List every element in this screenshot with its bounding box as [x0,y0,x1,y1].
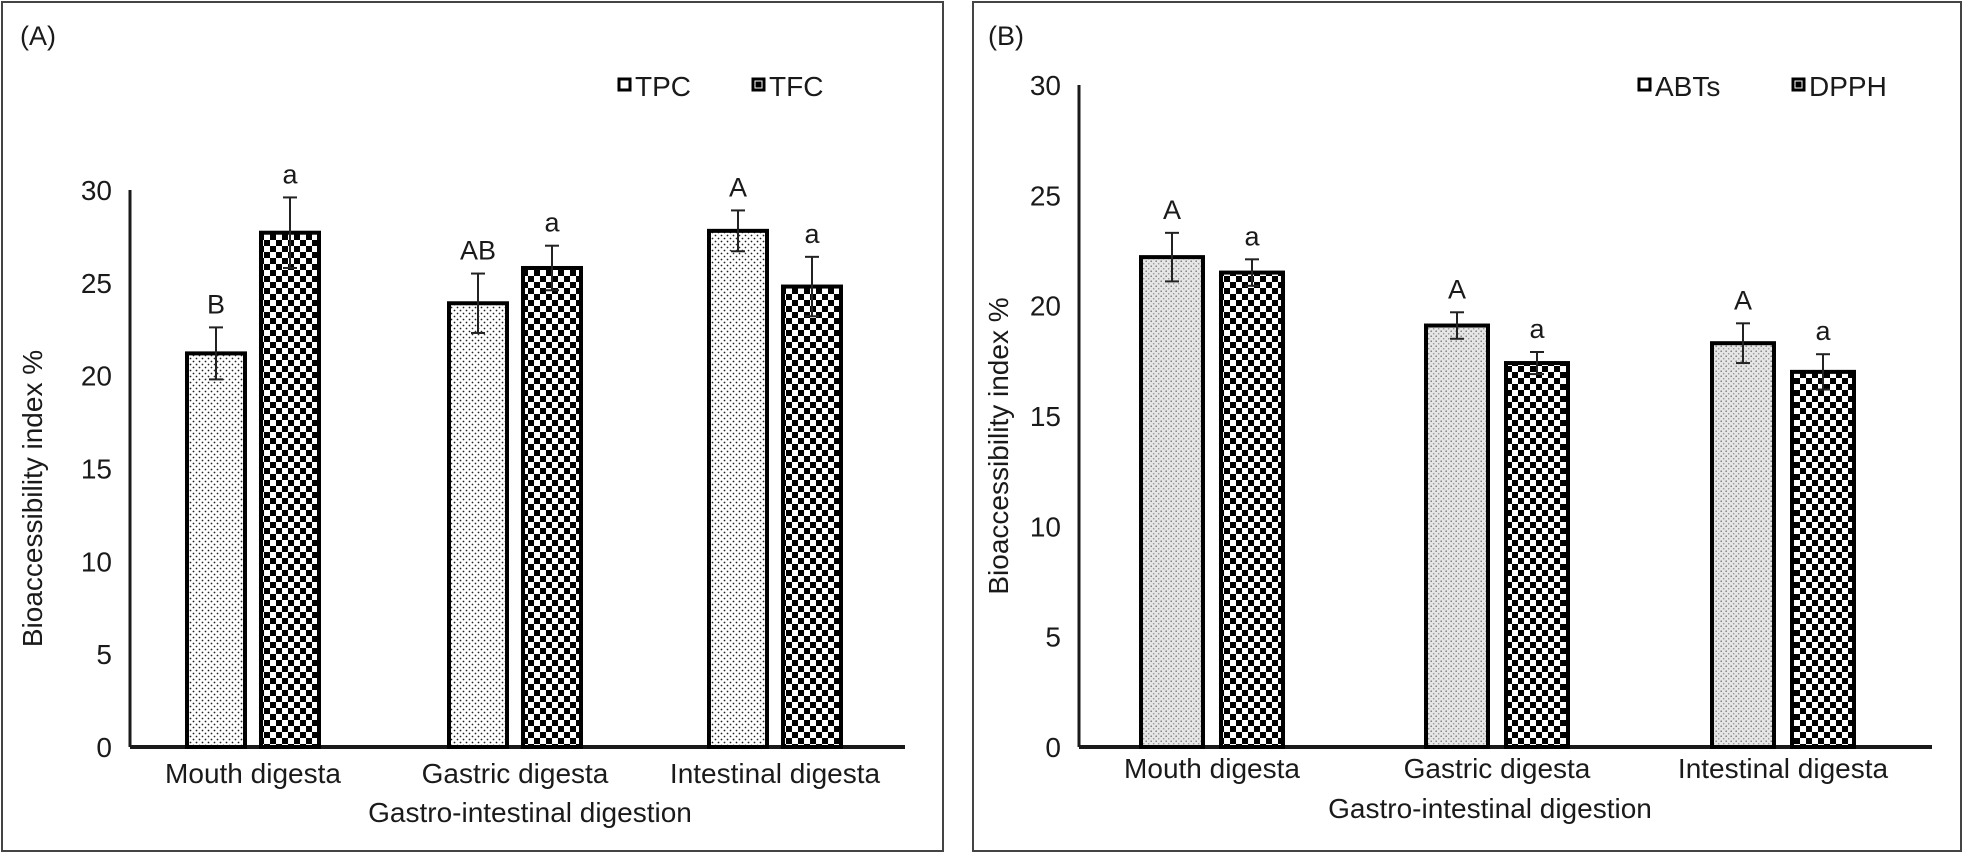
significance-letter: a [1244,221,1260,251]
chart-panel-b: (B) 0 5 10 15 20 25 30 Bioaccessibility index % M… [972,1,1962,852]
bar-dpph [1219,270,1285,749]
legend-swatch-inner [1640,80,1649,89]
y-tick-label: 5 [96,639,112,670]
y-tick-label: 30 [81,175,112,206]
panel-label: (B) [988,21,1024,51]
x-category-label: Mouth digesta [1124,753,1300,784]
significance-letter: A [729,172,747,202]
chart-panel-a: (A) 0 5 10 15 20 25 30 Bioaccessibility index % M… [1,1,944,852]
legend-swatch-inner [1794,80,1803,89]
x-category-label: Gastric digesta [1404,753,1591,784]
significance-letter: A [1163,195,1181,225]
significance-letter: a [282,159,298,189]
y-tick-label: 5 [1045,622,1061,653]
bar-abts [1139,255,1205,749]
legend-label: ABTs [1655,71,1720,102]
y-tick-label: 25 [1030,180,1061,211]
y-tick-label: 25 [81,268,112,299]
bar-dpph [1790,369,1856,749]
legend-label: DPPH [1809,71,1887,102]
y-tick-label: 15 [1030,401,1061,432]
x-axis-label: Gastro-intestinal digestion [1328,793,1652,824]
legend-swatch-inner [754,80,763,89]
bar-tpc [185,351,247,749]
x-axis-label: Gastro-intestinal digestion [368,797,692,828]
bar-tfc [259,230,321,750]
y-tick-label: 20 [81,361,112,392]
y-axis-label: Bioaccessibility index % [17,350,48,647]
x-category-label: Intestinal digesta [1678,753,1889,784]
bar-tpc [447,301,509,749]
x-category-label: Mouth digesta [165,758,341,789]
y-tick-label: 0 [96,732,112,763]
x-category-label: Gastric digesta [422,758,609,789]
significance-letter: A [1448,274,1466,304]
y-tick-label: 15 [81,454,112,485]
panel-frame [972,1,1962,852]
significance-letter: AB [460,236,496,266]
significance-letter: a [544,208,560,238]
y-tick-label: 10 [81,546,112,577]
bar-tfc [781,284,843,749]
y-axis-label: Bioaccessibility index % [983,297,1014,594]
bar-abts [1424,323,1490,749]
legend-label: TPC [635,71,691,102]
panel-frame [1,1,944,852]
significance-letter: a [1815,316,1831,346]
legend-swatch-inner [620,80,629,89]
y-tick-label: 20 [1030,291,1061,322]
y-tick-label: 10 [1030,511,1061,542]
bar-tpc [707,228,769,749]
significance-letter: a [1529,314,1545,344]
y-tick-label: 0 [1045,732,1061,763]
bar-abts [1710,341,1776,749]
significance-letter: a [804,219,820,249]
x-category-label: Intestinal digesta [670,758,881,789]
significance-letter: A [1734,285,1752,315]
y-tick-label: 30 [1030,70,1061,101]
bar-dpph [1504,361,1570,749]
panel-label: (A) [20,21,56,51]
significance-letter: B [207,289,225,319]
bar-tfc [521,265,583,749]
legend-label: TFC [769,71,823,102]
